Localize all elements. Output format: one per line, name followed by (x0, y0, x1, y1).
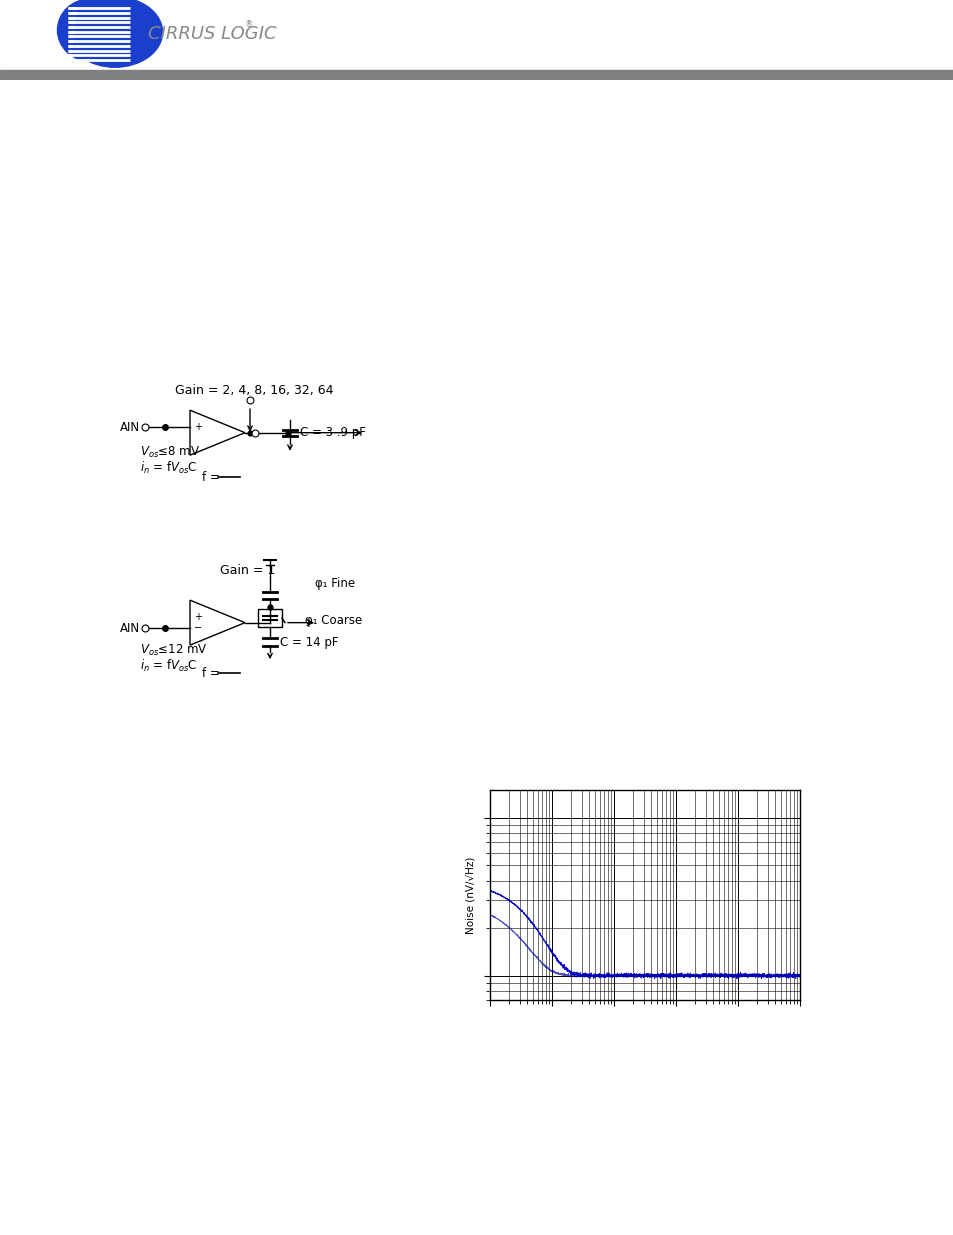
Text: $V_{os}$≤12 mV: $V_{os}$≤12 mV (140, 642, 208, 657)
Text: C = 3 .9 pF: C = 3 .9 pF (299, 426, 366, 440)
Bar (257, 609, 282, 627)
Ellipse shape (57, 0, 122, 62)
Text: +: + (193, 613, 202, 622)
Text: $i_n$ = f$V_{os}$C: $i_n$ = f$V_{os}$C (140, 461, 197, 477)
Text: $V_{os}$≤8 mV: $V_{os}$≤8 mV (140, 445, 200, 459)
Text: AIN: AIN (120, 421, 140, 433)
Text: Gain = 1: Gain = 1 (220, 563, 275, 577)
Text: φ₁ Coarse: φ₁ Coarse (305, 614, 362, 626)
Text: AIN: AIN (120, 621, 140, 635)
Ellipse shape (68, 0, 162, 67)
Text: C = 14 pF: C = 14 pF (280, 636, 338, 648)
Text: $i_n$ = f$V_{os}$C: $i_n$ = f$V_{os}$C (140, 658, 197, 674)
Text: CIRRUS LOGIC: CIRRUS LOGIC (148, 25, 276, 43)
Text: −: − (193, 622, 202, 634)
Text: +: + (193, 422, 202, 432)
Text: ®: ® (245, 21, 253, 30)
Bar (0, 70, 953, 80)
Text: f =: f = (202, 667, 219, 679)
Y-axis label: Noise (nV/√Hz): Noise (nV/√Hz) (465, 856, 475, 934)
Text: f =: f = (202, 471, 219, 484)
Text: φ₁ Fine: φ₁ Fine (314, 577, 355, 589)
Text: Gain = 2, 4, 8, 16, 32, 64: Gain = 2, 4, 8, 16, 32, 64 (174, 384, 334, 396)
